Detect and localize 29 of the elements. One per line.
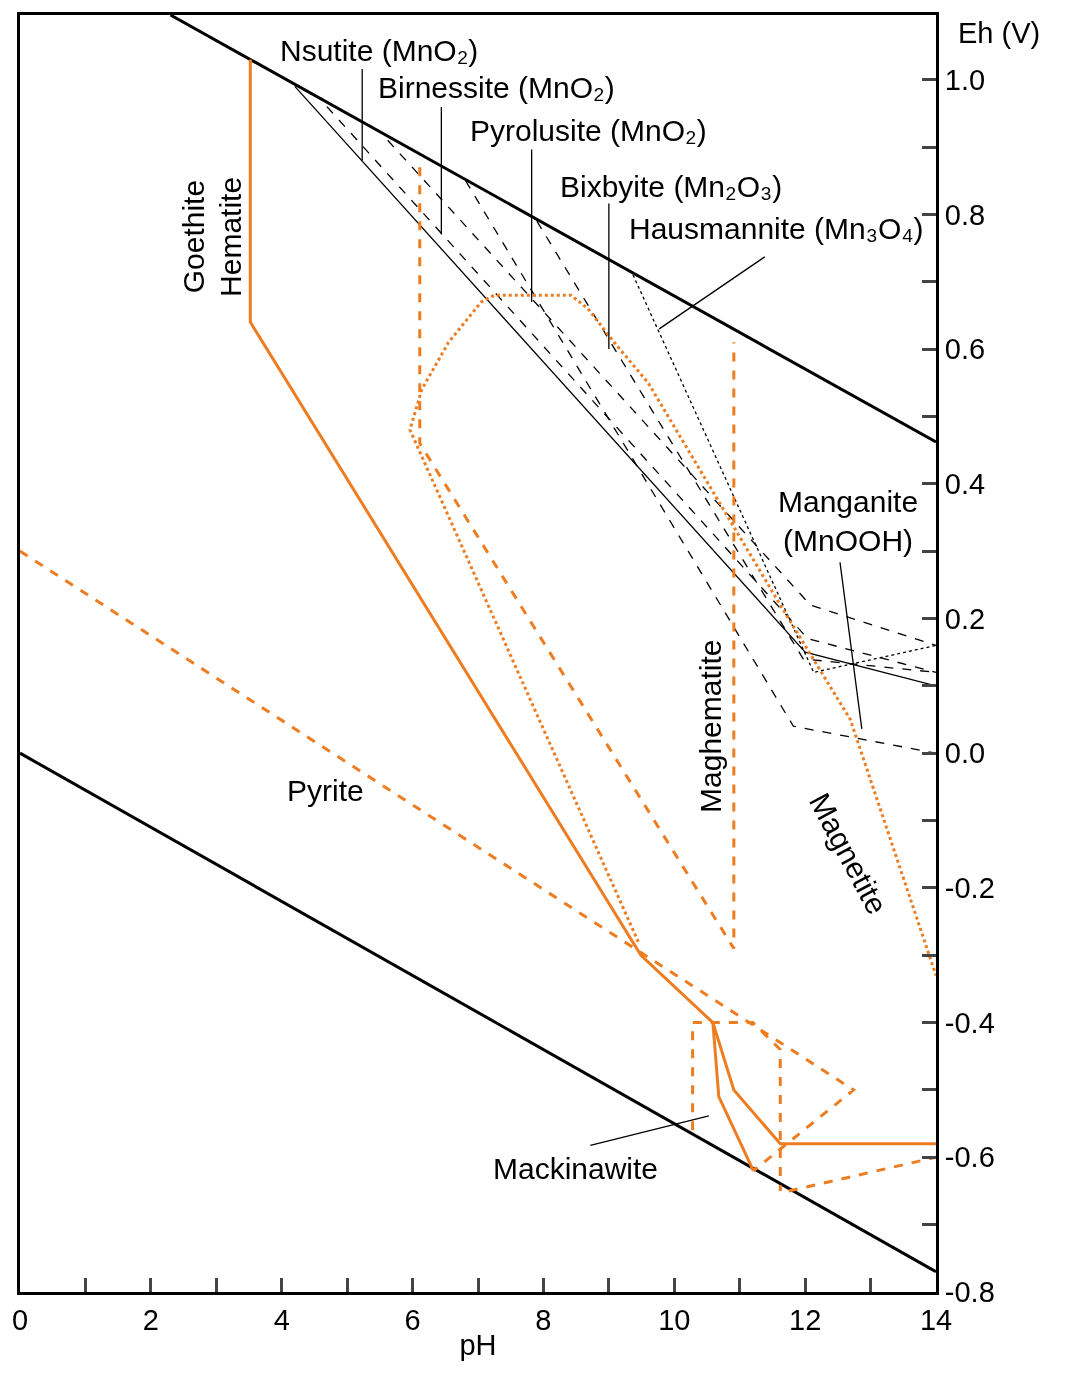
y-tick-label: 0.4 xyxy=(944,467,986,500)
annotation: Mackinawite xyxy=(493,1152,659,1185)
y-tick-label: 0.6 xyxy=(944,333,986,366)
y-tick-label: -0.2 xyxy=(944,872,995,905)
annotation: Manganite (MnOOH) xyxy=(778,485,919,557)
y-tick-label: -0.6 xyxy=(944,1141,995,1174)
annotation: Goethite xyxy=(176,179,210,294)
y-tick-label: -0.4 xyxy=(944,1006,995,1039)
x-tick-label: 10 xyxy=(658,1303,691,1336)
annotation: Hausmannite (Mn₃O₄) xyxy=(629,212,924,245)
x-tick-label: 8 xyxy=(535,1303,552,1336)
x-tick-label: 0 xyxy=(11,1303,29,1336)
y-tick-label: 1.0 xyxy=(944,63,986,96)
annotation: Pyrolusite (MnO₂) xyxy=(470,114,707,147)
annotation: Hematite xyxy=(213,176,247,297)
y-tick-label: 0.2 xyxy=(944,602,986,635)
y-tick-label: 0.8 xyxy=(944,198,986,231)
x-axis-title: pH xyxy=(459,1328,497,1361)
annotation: Maghematite xyxy=(694,639,728,813)
annotation: Nsutite (MnO₂) xyxy=(280,34,479,67)
x-tick-label: 2 xyxy=(142,1303,159,1336)
x-tick-label: 4 xyxy=(273,1303,290,1336)
annotation: Birnessite (MnO₂) xyxy=(378,71,615,104)
x-tick-label: 6 xyxy=(404,1303,421,1336)
annotation: Pyrite xyxy=(287,774,364,807)
annotation: Bixbyite (Mn₂O₃) xyxy=(560,170,783,203)
y-axis-title: Eh (V) xyxy=(958,17,1041,49)
y-tick-label: 0.0 xyxy=(944,737,986,770)
x-tick-label: 12 xyxy=(789,1303,822,1336)
